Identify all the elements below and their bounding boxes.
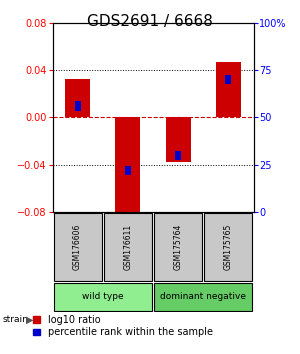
Bar (225, 75, 231, 84)
Bar (75, 102, 81, 111)
FancyBboxPatch shape (53, 213, 102, 281)
Bar (65, 79, 90, 118)
FancyBboxPatch shape (53, 283, 152, 311)
Bar (216, 62, 241, 118)
Text: dominant negative: dominant negative (160, 292, 246, 302)
Bar (115, 118, 140, 218)
Text: GSM175764: GSM175764 (174, 224, 183, 270)
Text: GSM176611: GSM176611 (123, 224, 132, 270)
Bar (125, 166, 131, 175)
Text: strain: strain (3, 315, 29, 324)
FancyBboxPatch shape (154, 213, 202, 281)
Text: GSM175765: GSM175765 (224, 224, 233, 270)
Text: GDS2691 / 6668: GDS2691 / 6668 (87, 14, 213, 29)
FancyBboxPatch shape (154, 283, 253, 311)
Text: ▶: ▶ (26, 314, 33, 324)
Legend: log10 ratio, percentile rank within the sample: log10 ratio, percentile rank within the … (33, 315, 213, 337)
Text: wild type: wild type (82, 292, 124, 302)
Bar (175, 150, 181, 160)
Text: GSM176606: GSM176606 (73, 224, 82, 270)
FancyBboxPatch shape (104, 213, 152, 281)
Bar (166, 118, 191, 162)
FancyBboxPatch shape (204, 213, 253, 281)
